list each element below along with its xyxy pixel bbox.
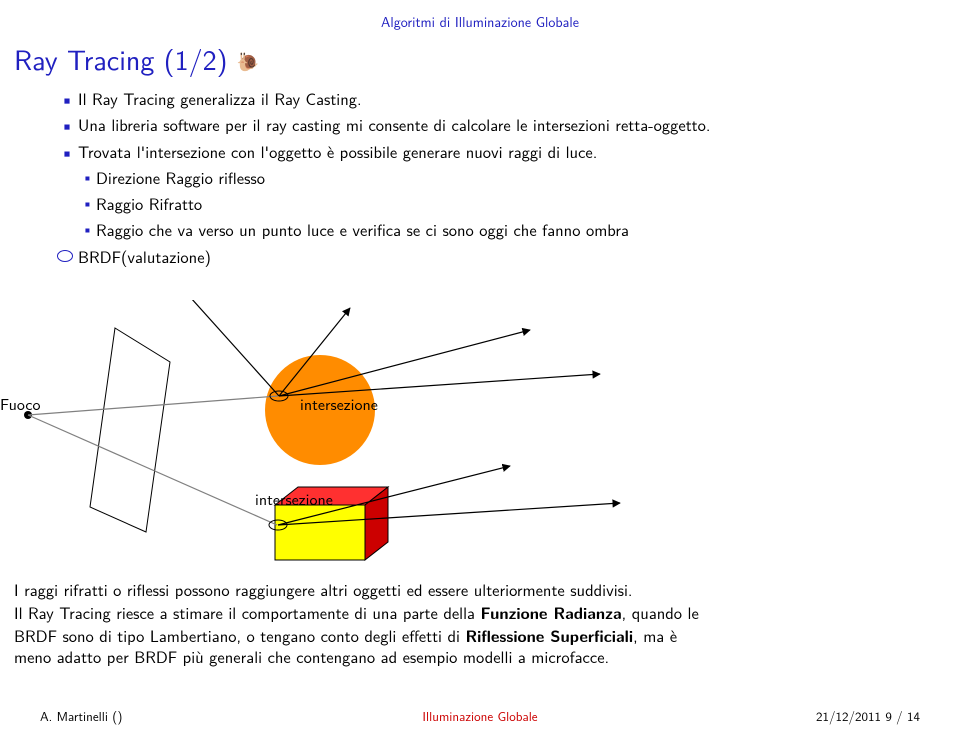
bp-line1: I raggi rifratti o riflessi possono ragg…	[14, 578, 633, 602]
bullet-newrays: Trovata l'intersezione con l'oggetto è p…	[60, 141, 920, 163]
bp-line3b: , ma è	[633, 624, 677, 648]
bp-funzione: Funzione Radianza	[481, 600, 622, 624]
bullet-generalize: Il Ray Tracing generalizza il Ray Castin…	[60, 88, 920, 110]
svg-text:intersezione: intersezione	[255, 487, 333, 510]
bp-line4: meno adatto per BRDF più generali che co…	[14, 645, 609, 669]
sub-shadow: Raggio che va verso un punto luce e veri…	[60, 219, 920, 241]
ray-diagram: Fuoco intersezione intersezione	[0, 300, 960, 580]
bullet-library: Una libreria software per il ray casting…	[60, 114, 920, 136]
sub-refracted: Raggio Rifratto	[60, 193, 920, 215]
snail-icon: 🐌	[237, 47, 259, 74]
footer-page-tot: 14	[907, 707, 920, 726]
main-bullets: Il Ray Tracing generalizza il Ray Castin…	[60, 88, 920, 268]
svg-text:intersezione: intersezione	[300, 392, 378, 415]
bp-line2a: Il Ray Tracing riesce a stimare il compo…	[14, 601, 481, 625]
title-text: Ray Tracing (1/2)	[14, 38, 228, 79]
bottom-paragraph: I raggi rifratti o riflessi possono ragg…	[14, 580, 940, 669]
bp-line3a: BRDF sono di tipo Lambertiano, o tengano…	[14, 624, 465, 648]
svg-text:Fuoco: Fuoco	[0, 392, 40, 415]
bp-rifl: Riflessione Superficiali	[465, 623, 633, 647]
section-header: Algoritmi di Illuminazione Globale	[0, 12, 960, 32]
bp-line2b: , quando le	[622, 601, 699, 625]
slide-footer: A. Martinelli () Illuminazione Globale 2…	[0, 707, 960, 729]
footer-pagedate: 21/12/2011 9 / 14	[816, 707, 920, 726]
bullet-brdf: BRDF(valutazione)	[60, 246, 920, 268]
sub-reflected: Direzione Raggio riflesso	[60, 167, 920, 189]
ray-diagram-svg: Fuoco intersezione intersezione	[0, 300, 960, 580]
slide-title: Ray Tracing (1/2) 🐌	[14, 38, 259, 79]
footer-date: 21/12/2011	[816, 707, 881, 726]
